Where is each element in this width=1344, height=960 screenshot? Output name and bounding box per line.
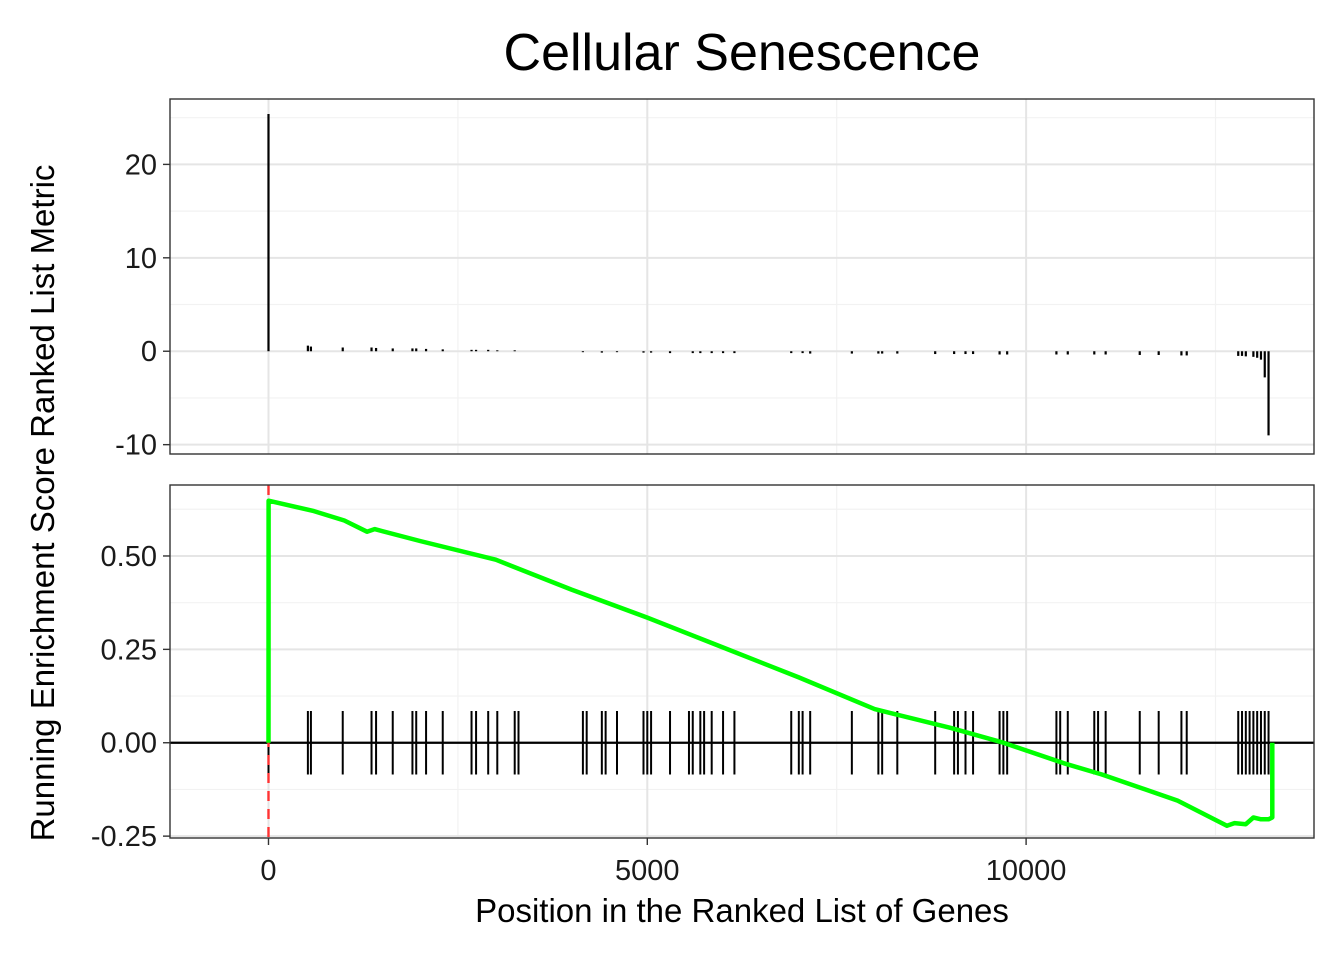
x-axis-title: Position in the Ranked List of Genes xyxy=(475,892,1009,929)
y-tick-label: 0.25 xyxy=(101,634,157,666)
panel-ranked-list-metric: 20 10 0 -10 xyxy=(115,98,1315,462)
y-axis-title: Running Enrichment Score Ranked List Met… xyxy=(24,165,61,842)
y-tick-label: 20 xyxy=(125,149,157,181)
y-tick-label: 10 xyxy=(125,243,157,275)
y-tick-label: 0.50 xyxy=(101,541,157,573)
top-y-axis: 20 10 0 -10 xyxy=(115,149,170,462)
chart-title: Cellular Senescence xyxy=(504,24,981,82)
y-tick-label: -10 xyxy=(115,430,157,462)
bottom-y-axis: 0.50 0.25 0.00 -0.25 xyxy=(91,541,170,853)
top-panel-border xyxy=(169,98,1315,455)
y-tick-label: 0 xyxy=(141,336,157,368)
x-axis: 0 5000 10000 xyxy=(260,838,1066,887)
y-tick-label: 0.00 xyxy=(101,728,157,760)
panel-running-enrichment-score: 0.50 0.25 0.00 -0.25 xyxy=(91,484,1315,853)
x-tick-label: 10000 xyxy=(986,855,1067,887)
x-tick-label: 5000 xyxy=(615,855,680,887)
panel-background xyxy=(170,485,1314,838)
bottom-panel-border xyxy=(169,484,1315,839)
x-tick-label: 0 xyxy=(260,855,276,887)
top-panel-grid xyxy=(170,99,1314,454)
running-enrichment-score-line xyxy=(266,498,1275,828)
y-tick-label: -0.25 xyxy=(91,821,157,853)
ranked-metric-bars xyxy=(267,113,1270,436)
panel-background xyxy=(170,99,1314,454)
